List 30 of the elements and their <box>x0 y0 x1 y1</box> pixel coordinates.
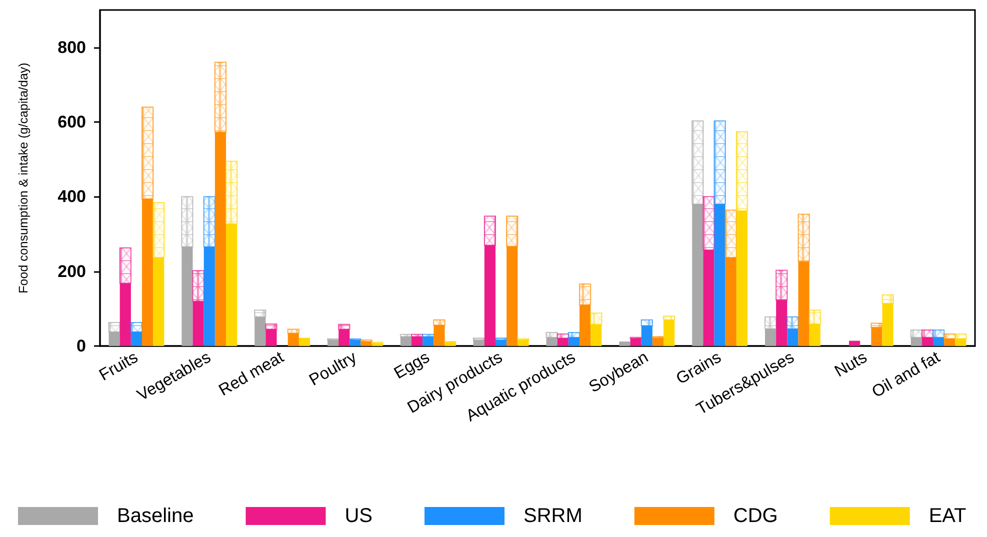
y-tick-label: 600 <box>58 112 86 132</box>
y-tick-label: 800 <box>58 38 86 57</box>
legend-label: EAT <box>928 505 966 527</box>
legend-label: SRRM <box>524 505 582 527</box>
y-tick-label: 400 <box>58 187 86 206</box>
x-tick-label: Eggs <box>391 348 433 383</box>
y-tick-label: 200 <box>58 262 86 281</box>
bar <box>328 340 339 346</box>
bar <box>422 336 434 346</box>
bar <box>630 338 642 346</box>
bar <box>350 340 361 346</box>
bar <box>473 340 484 346</box>
bar <box>496 340 507 346</box>
bar <box>849 340 860 346</box>
x-tick-label: Red meat <box>216 348 288 400</box>
bar <box>412 336 423 346</box>
y-axis-title: Food consumption & intake (g/capita/day) <box>16 62 30 294</box>
legend-label: Baseline <box>117 505 194 527</box>
bar <box>400 336 412 346</box>
x-tick-label: Nuts <box>832 348 870 381</box>
bar <box>619 342 630 346</box>
bar <box>664 320 675 346</box>
bar <box>518 340 529 346</box>
bar <box>298 338 310 346</box>
legend-label: US <box>344 505 373 527</box>
x-tick-label: Oil and fat <box>868 348 944 402</box>
y-tick-label: 0 <box>76 336 86 356</box>
bar <box>652 338 664 346</box>
x-tick-label: Fruits <box>96 348 141 384</box>
legend-label: CDG <box>733 505 778 527</box>
